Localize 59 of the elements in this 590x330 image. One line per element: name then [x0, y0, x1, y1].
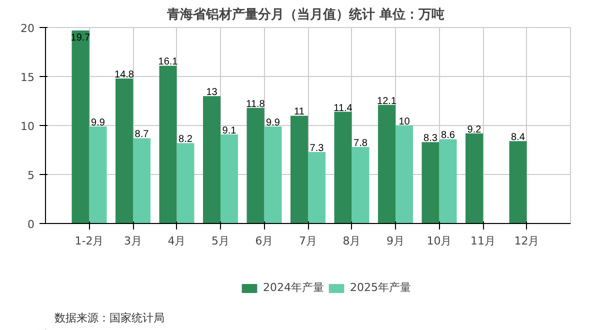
bar: [378, 104, 396, 224]
bar: [334, 112, 352, 224]
bar: [246, 108, 264, 224]
bar: [439, 139, 457, 224]
y-tick-label: 5: [28, 169, 34, 182]
data-label: 9.9: [266, 117, 280, 128]
x-tick-label: 7月: [299, 234, 317, 248]
data-label: 11.4: [334, 102, 353, 114]
data-label: 16.1: [158, 56, 178, 68]
bar: [220, 134, 238, 224]
data-label: 8.7: [134, 129, 150, 140]
y-tick-label: 20: [20, 22, 35, 35]
legend-label: 2024年产量: [263, 280, 324, 295]
data-label: 9.1: [222, 125, 237, 136]
x-tick-label: 8月: [342, 234, 361, 248]
y-tick-label: 0: [28, 218, 34, 231]
x-tick-label: 12月: [514, 234, 540, 248]
bar: [264, 126, 282, 224]
bar: [290, 116, 308, 224]
bar: [308, 152, 326, 224]
data-label: 7.3: [310, 142, 324, 154]
source-note: 数据来源：国家统计局: [54, 312, 164, 324]
bar: [116, 78, 133, 224]
bar: [466, 133, 483, 224]
data-label: 8.4: [511, 132, 526, 144]
data-label: 13: [206, 87, 218, 98]
bar: [133, 138, 150, 224]
bar: [176, 143, 194, 224]
x-tick-label: 11月: [470, 234, 496, 248]
x-tick-label: 3月: [124, 234, 142, 248]
bar: [422, 142, 440, 224]
x-tick-label: 4月: [168, 234, 186, 248]
data-label: 9.9: [91, 117, 106, 128]
data-label: 12.1: [377, 96, 397, 107]
bar: [72, 30, 90, 224]
data-label: 7.8: [354, 138, 368, 150]
y-tick-label: 15: [20, 71, 35, 84]
bar: [352, 147, 370, 224]
data-label: 10: [398, 116, 410, 128]
bar: [159, 66, 177, 224]
data-label: 9.2: [467, 124, 482, 136]
chart-title: 青海省铝材产量分月（当月值）统计 单位：万吨: [166, 6, 445, 22]
legend-label: 2025年产量: [350, 280, 411, 295]
bar: [396, 126, 413, 224]
bar: [203, 96, 220, 224]
bar: [509, 141, 527, 224]
data-label: 8.2: [178, 134, 193, 146]
data-label: 8.6: [441, 130, 456, 142]
data-label: 11: [294, 106, 305, 118]
data-label: 8.3: [424, 133, 438, 144]
bar: [89, 126, 107, 224]
x-tick-label: 5月: [212, 234, 230, 248]
x-tick-label: 6月: [255, 234, 274, 248]
x-tick-label: 10月: [426, 234, 452, 248]
x-tick-label: 1-2月: [74, 234, 104, 248]
y-tick-label: 10: [20, 120, 35, 133]
data-label: 11.8: [246, 98, 266, 110]
x-tick-label: 9月: [386, 234, 404, 248]
data-label: 14.8: [114, 69, 134, 80]
